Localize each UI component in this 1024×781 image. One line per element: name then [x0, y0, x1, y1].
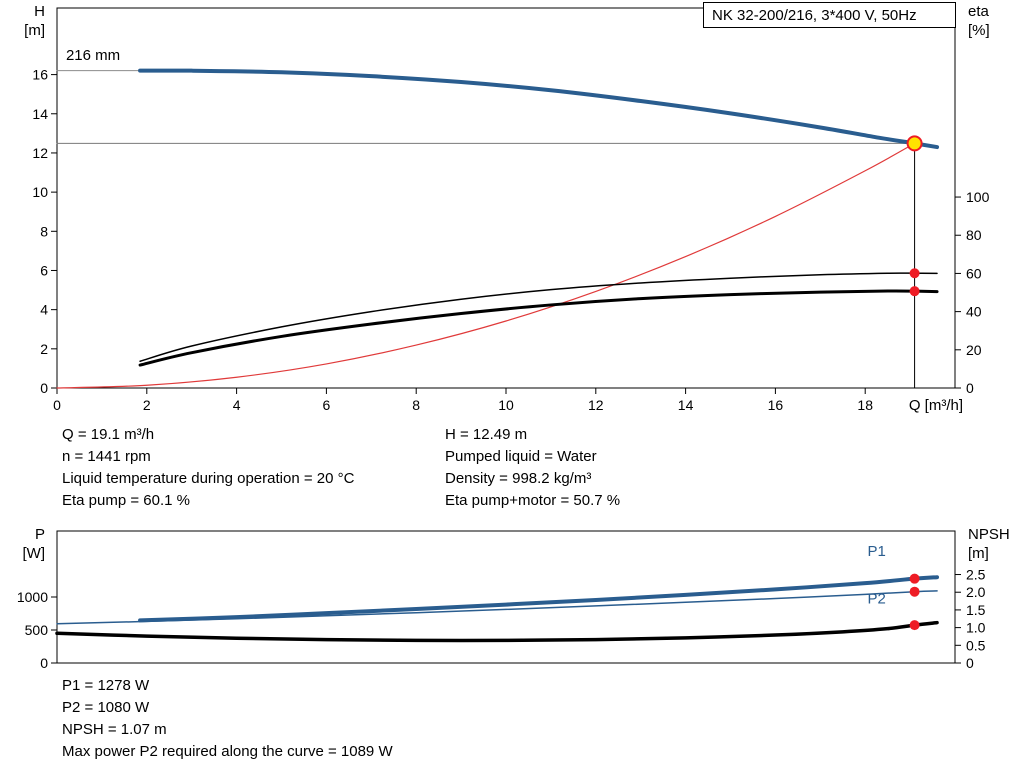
y-right-tick-label: 100 — [966, 189, 990, 205]
duty-head-text: H = 12.49 m — [445, 426, 528, 443]
speed-text: n = 1441 rpm — [62, 448, 151, 465]
impeller-size-label: 216 mm — [66, 47, 120, 64]
p1-text: P1 = 1278 W — [62, 677, 150, 694]
y-left-tick-label: 16 — [32, 67, 48, 83]
y-left-tick-label: 0 — [40, 380, 48, 396]
eta-pump-motor-curve — [138, 289, 939, 367]
y-right-axis-title: [m] — [968, 545, 989, 562]
y-right-tick-label: 1.5 — [966, 602, 986, 618]
y-right-tick-label: 40 — [966, 304, 982, 320]
p2-point — [909, 586, 920, 597]
pump-title-box: NK 32-200/216, 3*400 V, 50Hz — [703, 2, 956, 28]
y-right-tick-label: 80 — [966, 227, 982, 243]
p2-label: P2 — [867, 591, 885, 608]
x-tick-label: 0 — [53, 397, 61, 413]
eta-pump-curve — [139, 272, 938, 363]
y-left-axis-title: [m] — [24, 22, 45, 39]
x-tick-label: 4 — [233, 397, 241, 413]
operating-data-left: Q = 19.1 m³/h n = 1441 rpm Liquid temper… — [62, 424, 354, 512]
max-power-text: Max power P2 required along the curve = … — [62, 743, 393, 760]
duty-flow-text: Q = 19.1 m³/h — [62, 426, 155, 443]
power-npsh-data: P1 = 1278 W P2 = 1080 W NPSH = 1.07 m Ma… — [62, 675, 393, 763]
x-tick-label: 8 — [412, 397, 420, 413]
x-tick-label: 18 — [857, 397, 873, 413]
x-axis-title: Q [m³/h] — [909, 397, 963, 414]
y-right-tick-label: 2.5 — [966, 567, 986, 583]
x-tick-label: 16 — [768, 397, 784, 413]
y-left-tick-label: 0 — [40, 655, 48, 671]
hq-chart: 0 2 4 6 8 10 12 14 16 18 0 2 4 6 8 10 12 14 16 0 20 40 60 80 100… — [24, 3, 990, 414]
power-npsh-chart: 0 500 1000 0 0.51.0 1.5 2.02.5 P [W] NPSH [m] P1 P2 — [17, 526, 1010, 671]
y-right-tick-label: 0 — [966, 380, 974, 396]
eta-pump-text: Eta pump = 60.1 % — [62, 492, 190, 509]
npsh-curve — [55, 620, 939, 643]
y-left-tick-label: 1000 — [17, 589, 48, 605]
npsh-text: NPSH = 1.07 m — [62, 721, 167, 738]
p1-curve — [138, 575, 940, 623]
pumped-liquid-text: Pumped liquid = Water — [445, 448, 597, 465]
x-tick-label: 14 — [678, 397, 694, 413]
x-tick-label: 10 — [498, 397, 514, 413]
y-left-tick-label: 2 — [40, 341, 48, 357]
p1-point — [909, 573, 920, 584]
y-right-tick-label: 60 — [966, 265, 982, 281]
eta-pump-motor-text: Eta pump+motor = 50.7 % — [445, 492, 621, 509]
y-left-tick-label: 14 — [32, 106, 48, 122]
p2-curve — [56, 590, 938, 625]
eta-pump-motor-point — [909, 286, 920, 297]
duty-point — [906, 135, 923, 152]
x-tick-label: 6 — [323, 397, 331, 413]
npsh-point — [909, 620, 920, 631]
pump-title: NK 32-200/216, 3*400 V, 50Hz — [712, 6, 917, 24]
plot-frame — [56, 7, 956, 389]
operating-data-right: H = 12.49 m Pumped liquid = Water Densit… — [445, 424, 620, 512]
y-right-axis-title: eta — [968, 3, 990, 20]
y-left-tick-label: 500 — [25, 622, 49, 638]
y-left-tick-label: 8 — [40, 223, 48, 239]
y-left-tick-label: 6 — [40, 262, 48, 278]
y-right-axis-title: [%] — [968, 22, 990, 39]
y-left-tick-label: 4 — [40, 302, 48, 318]
y-right-tick-label: 20 — [966, 342, 982, 358]
y-right-tick-label: 1.0 — [966, 620, 986, 636]
y-right-axis-title: NPSH — [968, 526, 1010, 543]
y-left-axis-title: H — [34, 3, 45, 20]
y-left-tick-label: 12 — [32, 145, 48, 161]
p2-text: P2 = 1080 W — [62, 699, 150, 716]
head-curve-216mm — [138, 68, 940, 150]
y-right-tick-label: 2.0 — [966, 584, 986, 600]
y-right-tick-label: 0.5 — [966, 637, 986, 653]
liquid-temp-text: Liquid temperature during operation = 20… — [62, 470, 355, 487]
x-tick-label: 2 — [143, 397, 151, 413]
y-left-axis-title: [W] — [23, 545, 46, 562]
eta-pump-point — [909, 268, 920, 279]
x-tick-label: 12 — [588, 397, 604, 413]
density-text: Density = 998.2 kg/m³ — [445, 470, 592, 487]
p1-label: P1 — [867, 543, 885, 560]
y-left-tick-label: 10 — [32, 184, 48, 200]
system-curve — [56, 142, 916, 389]
y-left-axis-title: P — [35, 526, 45, 543]
y-right-tick-label: 0 — [966, 655, 974, 671]
